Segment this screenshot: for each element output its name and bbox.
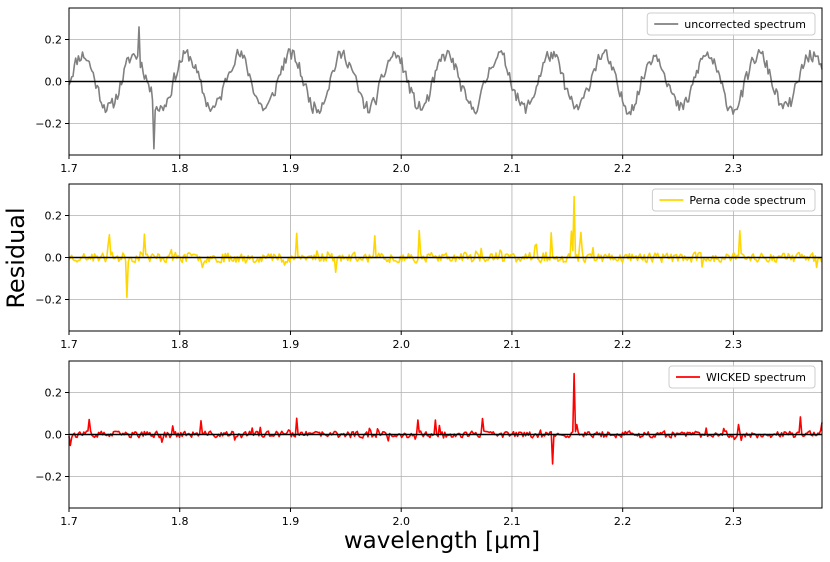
x-tick-label: 2.1 (503, 338, 521, 351)
y-tick-label: 0.2 (45, 34, 63, 47)
legend-box (646, 12, 816, 36)
panel-2: 1.7 1.8 1.9 2.0 2.1 2.2 2.3 −0.2 0.0 0.2 Perna cod… (35, 183, 823, 351)
x-tick-label: 1.9 (282, 338, 300, 351)
y-tick-label: −0.2 (35, 471, 62, 484)
legend-label: Perna code spectrum (689, 194, 806, 207)
x-tick-label: 2.1 (503, 515, 521, 528)
x-tick-label: 2.0 (392, 515, 410, 528)
x-tick-label: 2.1 (503, 162, 521, 175)
x-tick-label: 1.8 (171, 338, 189, 351)
legend-box (668, 365, 816, 389)
legend-box (651, 188, 816, 212)
x-tick-label: 2.2 (614, 338, 632, 351)
x-axis-label: wavelength [μm] (344, 528, 540, 554)
y-tick-label: 0.0 (45, 429, 63, 442)
x-tick-label: 2.3 (725, 162, 743, 175)
y-axis-label: Residual (2, 207, 30, 308)
x-tick-label: 2.3 (725, 338, 743, 351)
y-tick-label: −0.2 (35, 294, 62, 307)
x-tick-label: 1.7 (60, 338, 78, 351)
x-tick-label: 1.9 (282, 515, 300, 528)
x-tick-label: 1.7 (60, 515, 78, 528)
panel-1: 1.7 1.8 1.9 2.0 2.1 2.2 2.3 −0.2 0.0 0.2 uncorrect… (35, 7, 823, 175)
x-tick-label: 2.0 (392, 338, 410, 351)
x-tick-label: 2.3 (725, 515, 743, 528)
series-line (68, 195, 823, 299)
legend-label: uncorrected spectrum (684, 18, 806, 31)
y-tick-label: 0.0 (45, 76, 63, 89)
series-line (68, 26, 823, 150)
y-tick-label: −0.2 (35, 118, 62, 131)
x-tick-label: 2.2 (614, 162, 632, 175)
panel-3: 1.7 1.8 1.9 2.0 2.1 2.2 2.3 −0.2 0.0 0.2 WICKED sp… (35, 360, 823, 528)
x-tick-label: 1.7 (60, 162, 78, 175)
x-tick-label: 1.9 (282, 162, 300, 175)
y-tick-label: 0.0 (45, 252, 63, 265)
x-tick-label: 2.0 (392, 162, 410, 175)
y-tick-label: 0.2 (45, 210, 63, 223)
panels: 1.7 1.8 1.9 2.0 2.1 2.2 2.3 −0.2 0.0 0.2 uncorrect… (35, 7, 823, 528)
y-tick-label: 0.2 (45, 387, 63, 400)
legend-label: WICKED spectrum (706, 371, 806, 384)
x-tick-label: 1.8 (171, 515, 189, 528)
x-tick-label: 2.2 (614, 515, 632, 528)
x-tick-label: 1.8 (171, 162, 189, 175)
